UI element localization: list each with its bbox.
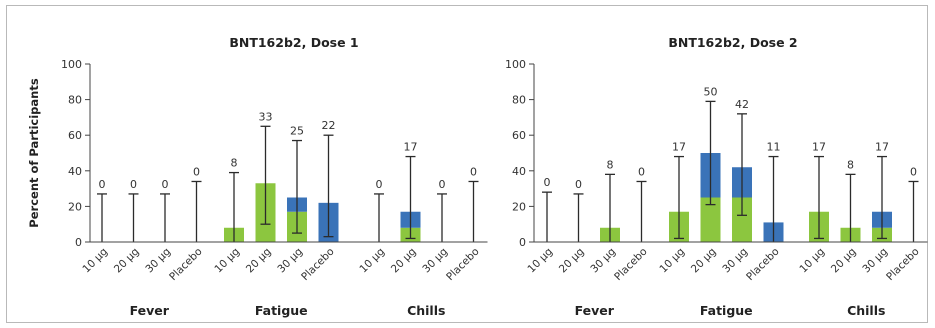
y-tick-label: 60 [68, 129, 82, 142]
bar-green-fatigue-3 [732, 197, 752, 242]
category-label: 10 μg [525, 246, 555, 276]
y-tick-label: 80 [68, 94, 82, 107]
y-tick-label: 80 [512, 94, 526, 107]
y-tick-label: 20 [512, 200, 526, 213]
y-tick-label: 100 [505, 58, 526, 71]
data-label: 22 [322, 119, 336, 132]
group-label-chills: Chills [847, 303, 885, 318]
category-label: 10 μg [657, 246, 687, 276]
category-label: Placebo [167, 246, 204, 283]
data-label: 50 [704, 85, 718, 98]
data-label: 0 [575, 178, 582, 191]
data-label: 17 [404, 141, 418, 154]
category-label: Placebo [884, 246, 921, 283]
category-label: 10 μg [212, 246, 242, 276]
data-label: 11 [767, 141, 781, 154]
data-label: 8 [231, 157, 238, 170]
category-label: 30 μg [720, 246, 750, 276]
category-label: 20 μg [112, 246, 142, 276]
category-label: 20 μg [557, 246, 587, 276]
y-tick-label: 100 [61, 58, 82, 71]
group-label-fever: Fever [130, 303, 170, 318]
group-label-chills: Chills [407, 303, 445, 318]
category-label: 20 μg [689, 246, 719, 276]
figure-frame: BNT162b2, Dose 1 Percent of Participants 0… [6, 5, 928, 323]
y-tick-label: 40 [68, 165, 82, 178]
y-tick-label: 60 [512, 129, 526, 142]
category-label: 30 μg [275, 246, 305, 276]
data-label: 0 [470, 165, 477, 178]
data-label: 0 [162, 178, 169, 191]
y-tick-label: 0 [519, 236, 526, 249]
data-label: 17 [875, 141, 889, 154]
category-label: 10 μg [797, 246, 827, 276]
chart-panel-1: BNT162b2, Dose 1 Percent of Participants 0… [27, 35, 488, 318]
y-axis-label: Percent of Participants [27, 78, 41, 228]
data-label: 0 [193, 165, 200, 178]
y-tick-label: 40 [512, 165, 526, 178]
category-label: Placebo [612, 246, 649, 283]
category-label: 20 μg [829, 246, 859, 276]
figure-canvas: BNT162b2, Dose 1 Percent of Participants 0… [27, 35, 928, 318]
data-label: 42 [735, 98, 749, 111]
data-label: 0 [638, 165, 645, 178]
data-label: 0 [99, 178, 106, 191]
category-label: Placebo [444, 246, 481, 283]
category-label: 10 μg [357, 246, 387, 276]
data-label: 8 [607, 158, 614, 171]
y-tick-label: 0 [75, 236, 82, 249]
data-label: 25 [290, 125, 304, 138]
category-label: Placebo [744, 246, 781, 283]
category-label: Placebo [299, 246, 336, 283]
group-label-fatigue: Fatigue [255, 303, 308, 318]
panel-title: BNT162b2, Dose 2 [668, 35, 797, 50]
category-label: 10 μg [80, 246, 110, 276]
data-label: 17 [672, 141, 686, 154]
category-label: 20 μg [389, 246, 419, 276]
group-label-fever: Fever [575, 303, 615, 318]
y-tick-label: 20 [68, 200, 82, 213]
category-label: 30 μg [588, 246, 618, 276]
data-label: 0 [439, 178, 446, 191]
data-label: 0 [376, 178, 383, 191]
bar-green-fatigue-2 [700, 197, 721, 242]
category-label: 30 μg [143, 246, 173, 276]
data-label: 0 [544, 176, 551, 189]
data-label: 0 [910, 165, 917, 178]
category-label: 20 μg [244, 246, 274, 276]
data-label: 0 [130, 178, 137, 191]
data-label: 8 [847, 158, 854, 171]
category-label: 30 μg [420, 246, 450, 276]
group-label-fatigue: Fatigue [700, 303, 753, 318]
data-label: 33 [259, 110, 273, 123]
data-label: 17 [812, 141, 826, 154]
panel-title: BNT162b2, Dose 1 [229, 35, 358, 50]
category-label: 30 μg [860, 246, 890, 276]
